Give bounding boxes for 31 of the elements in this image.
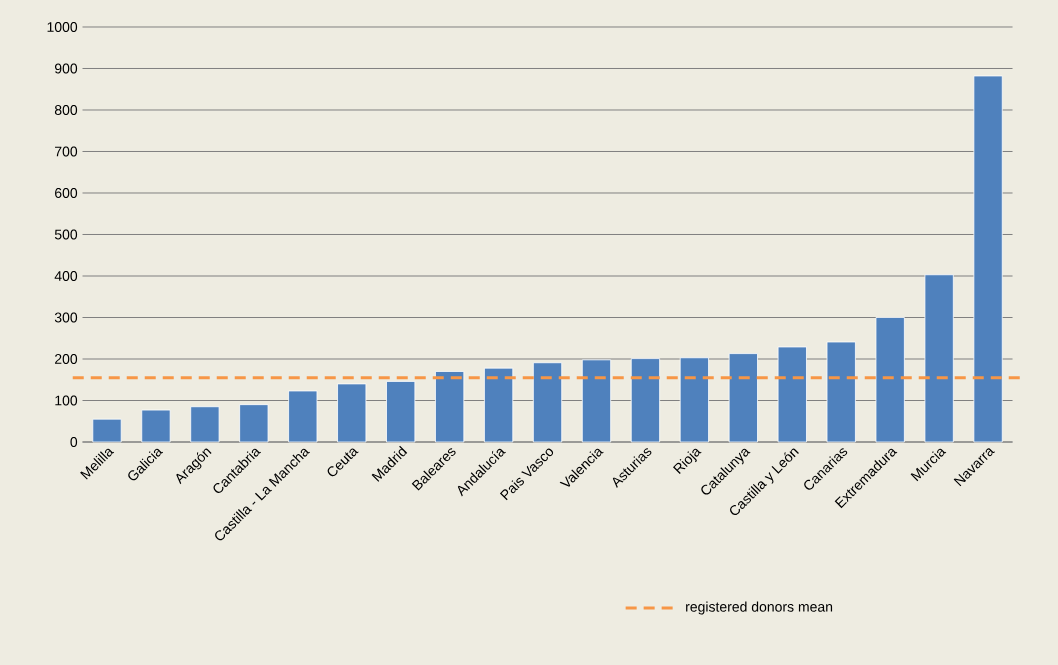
y-tick-label: 600 [55,188,78,198]
bar [532,362,563,443]
bar [973,75,1003,443]
bar [630,358,661,443]
y-tick-label: 300 [54,312,78,323]
y-tick-label: 100 [55,395,78,406]
bar [190,406,220,443]
bar [141,409,171,443]
bar [483,367,514,443]
y-tick-label: 700 [55,146,78,157]
bar [924,274,954,443]
y-tick-label: 500 [54,229,78,240]
bar [826,341,856,443]
bar [239,404,269,443]
bar [337,383,367,443]
bar [728,353,758,443]
y-tick-label: 900 [54,63,78,74]
bar [386,381,416,443]
bar [288,390,318,443]
y-tick-label: 800 [54,105,78,115]
bar [581,359,612,443]
bar [777,346,807,443]
legend-label: registered donors mean [686,601,833,615]
y-tick-label: 1000 [47,22,78,32]
bar [875,317,905,443]
y-tick-label: 0 [70,437,78,447]
y-tick-label: 200 [55,354,78,364]
bar [435,371,465,443]
bar [92,418,122,443]
y-tick-label: 400 [54,271,78,281]
bar [679,357,709,443]
